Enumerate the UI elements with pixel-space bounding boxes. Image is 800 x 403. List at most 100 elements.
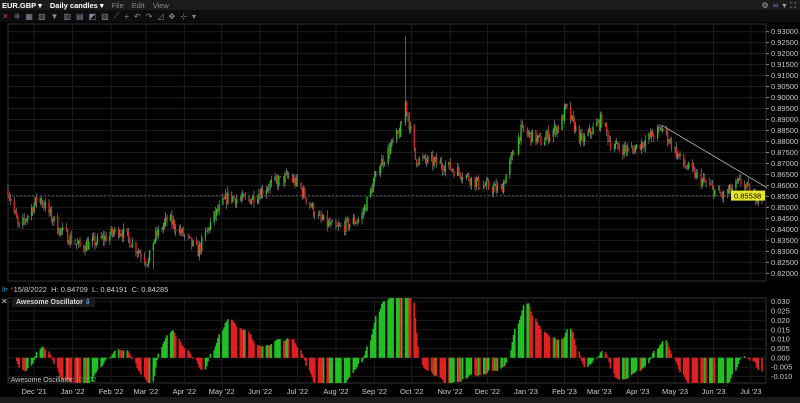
ao-bar: [331, 357, 334, 383]
ao-bar: [743, 356, 746, 358]
candle: [409, 121, 412, 134]
ao-bar: [214, 346, 217, 358]
candle: [414, 147, 417, 161]
candle: [607, 129, 609, 146]
ao-bar: [346, 357, 348, 381]
candle: [726, 188, 728, 199]
candle-icon[interactable]: ▤: [76, 11, 84, 21]
candle: [572, 110, 574, 123]
menu-edit[interactable]: Edit: [131, 0, 145, 10]
filter-icon[interactable]: ▼: [50, 11, 59, 21]
ao-bar: [651, 353, 654, 358]
cross-icon[interactable]: +: [124, 11, 129, 21]
candle: [84, 245, 86, 256]
bar-icon[interactable]: ▥: [63, 11, 72, 21]
candle: [198, 241, 200, 261]
candle: [215, 208, 218, 222]
ao-bar: [172, 330, 175, 358]
gear-icon[interactable]: ⚙: [761, 1, 769, 10]
zoom-icon[interactable]: ◿: [157, 11, 164, 21]
ao-bar: [356, 357, 358, 368]
link-icon[interactable]: ∞: [772, 1, 779, 10]
split-icon[interactable]: ⊹: [180, 11, 187, 21]
more-icon[interactable]: ▾: [191, 11, 196, 21]
close-indicator-icon[interactable]: ✕: [1, 297, 8, 306]
ao-bar: [352, 357, 355, 373]
dropdown-icon[interactable]: ▾: [782, 1, 787, 10]
period-dropdown[interactable]: Daily candles ▾: [49, 0, 104, 10]
collapse-icon[interactable]: ⇩: [84, 299, 91, 306]
ao-bar: [434, 357, 437, 376]
redo-icon[interactable]: ↷: [145, 11, 153, 21]
info-low: 0.84191: [100, 285, 128, 294]
candle: [143, 252, 146, 266]
ao-bar: [643, 357, 645, 368]
ao-bar: [294, 342, 296, 358]
price-tick-label: 0.82500: [771, 258, 798, 267]
candle: [171, 210, 173, 229]
ao-bar: [485, 357, 488, 375]
ao-bar: [382, 301, 384, 358]
ao-bar: [223, 327, 225, 358]
candle: [547, 125, 550, 145]
ao-tick-label: 0.020: [771, 316, 790, 325]
scrollbar[interactable]: [0, 397, 800, 403]
ao-bar: [250, 337, 253, 358]
ao-bar: [448, 357, 450, 383]
price-tick-label: 0.90000: [771, 93, 798, 102]
menu-file[interactable]: File: [111, 0, 124, 10]
candle: [512, 150, 515, 155]
ao-bar: [215, 342, 218, 358]
ao-bar: [387, 299, 389, 358]
ao-bar: [502, 357, 505, 368]
ao-bar: [618, 357, 620, 380]
ao-bar: [520, 315, 522, 358]
draw-icon[interactable]: ▨: [101, 11, 109, 21]
candle: [538, 133, 541, 138]
candle: [500, 183, 502, 190]
close-icon[interactable]: ✕: [2, 11, 9, 21]
candle: [207, 226, 209, 235]
ao-bar: [136, 357, 138, 369]
chart-settings-icon[interactable]: ▧: [37, 11, 46, 21]
move-icon[interactable]: ✥: [168, 11, 176, 21]
ao-bar: [511, 342, 514, 358]
time-tick-label: Jul '23: [740, 387, 761, 396]
candle: [424, 153, 427, 164]
menu-view[interactable]: View: [152, 0, 169, 10]
candle: [104, 231, 106, 246]
line-icon[interactable]: ◩: [88, 11, 97, 21]
ao-bar: [676, 357, 679, 366]
chart-icon[interactable]: ▦: [25, 11, 33, 21]
price-tick-label: 0.86000: [771, 181, 798, 190]
candle: [440, 156, 443, 170]
ao-bar: [622, 357, 624, 380]
fib-icon[interactable]: ⟋: [113, 11, 120, 20]
candle: [583, 132, 586, 146]
candle: [459, 171, 461, 180]
candle: [204, 227, 207, 242]
ao-bar: [102, 357, 105, 364]
ao-bar: [587, 357, 589, 367]
candle: [495, 178, 497, 195]
ao-bar: [179, 342, 182, 358]
candle: [68, 239, 70, 246]
candle: [615, 137, 618, 144]
ao-bar: [450, 357, 453, 383]
symbol-dropdown[interactable]: EUR.GBP ▾: [2, 0, 42, 10]
ao-bar: [234, 324, 237, 358]
candle: [61, 222, 64, 236]
candle: [408, 112, 410, 134]
ao-bar: [243, 329, 245, 358]
info-high: 0.84709: [60, 285, 88, 294]
ao-bar: [373, 322, 376, 358]
trendline[interactable]: [661, 124, 768, 188]
candle: [475, 176, 477, 191]
candle: [170, 212, 172, 222]
indicator-title[interactable]: Awesome Oscillator ⇩: [12, 297, 95, 307]
fullscreen-icon[interactable]: ⛶: [790, 1, 796, 10]
candle: [135, 241, 137, 257]
undo-icon[interactable]: ↶: [133, 11, 141, 21]
crosshair-icon[interactable]: ⁜: [13, 11, 21, 21]
